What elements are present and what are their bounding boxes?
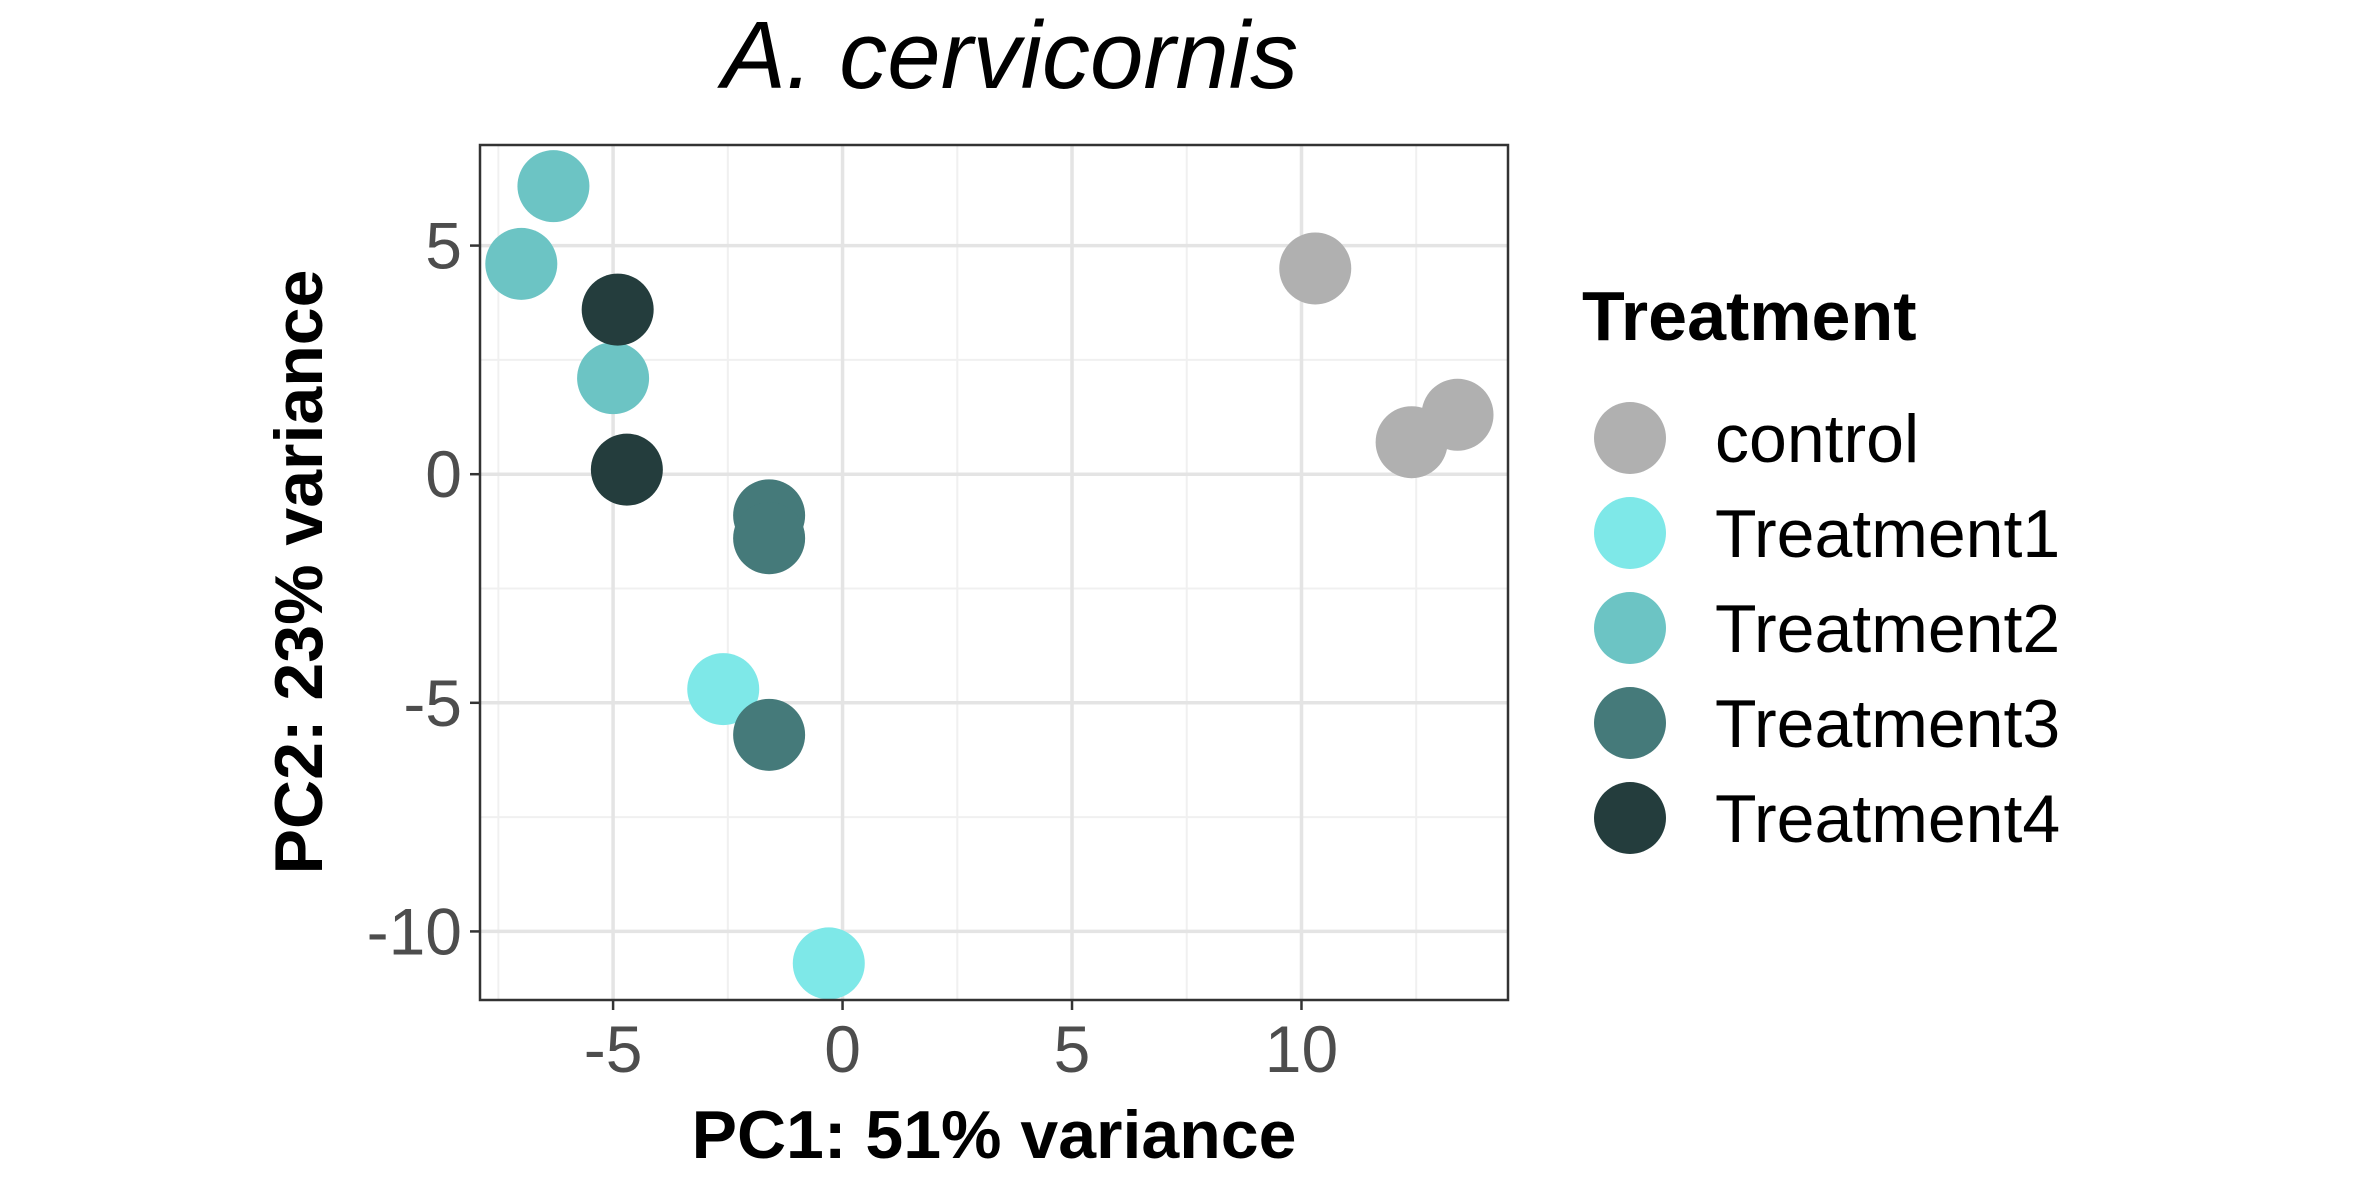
legend-key-treatment1 xyxy=(1594,497,1666,569)
plot-border xyxy=(478,143,1510,1002)
x-tick-label: 5 xyxy=(1054,1012,1091,1086)
legend-label: Treatment1 xyxy=(1715,496,2060,572)
legend-key-treatment3 xyxy=(1594,687,1666,759)
x-tick-label: 0 xyxy=(824,1012,861,1086)
y-axis-ticks: 5 0 -5 -10 xyxy=(367,209,480,968)
data-point-treatment2 xyxy=(485,227,558,300)
legend-title: Treatment xyxy=(1582,277,1917,355)
y-tick-label: 0 xyxy=(425,437,462,511)
legend-label: Treatment3 xyxy=(1715,686,2060,762)
x-axis-ticks: -5 0 5 10 xyxy=(584,1000,1338,1086)
legend-label: control xyxy=(1715,401,1919,477)
legend-label: Treatment2 xyxy=(1715,591,2060,667)
legend-label: Treatment4 xyxy=(1715,781,2060,857)
x-tick-label: -5 xyxy=(584,1012,643,1086)
y-tick-label: -10 xyxy=(367,894,462,968)
data-point-control xyxy=(1279,232,1352,305)
chart-title: A. cervicornis xyxy=(717,2,1298,109)
data-point-treatment4 xyxy=(590,433,663,506)
legend-items: control Treatment1 Treatment2 Treatment3 Tre… xyxy=(1594,401,2060,857)
data-point-treatment1 xyxy=(792,927,865,1000)
data-point-treatment2 xyxy=(577,342,650,415)
legend-key-treatment2 xyxy=(1594,592,1666,664)
plot-panel xyxy=(478,143,1510,1002)
data-point-treatment3 xyxy=(733,698,806,771)
y-tick-label: 5 xyxy=(425,209,462,283)
x-tick-label: 10 xyxy=(1265,1012,1338,1086)
x-axis-label: PC1: 51% variance xyxy=(692,1097,1297,1173)
plot-background xyxy=(480,145,1508,1000)
data-point-treatment1 xyxy=(687,653,760,726)
y-tick-label: -5 xyxy=(403,666,462,740)
data-points xyxy=(485,150,1494,1000)
y-axis-label: PC2: 23% variance xyxy=(261,270,337,875)
legend-key-treatment4 xyxy=(1594,782,1666,854)
data-point-control xyxy=(1421,378,1494,451)
data-point-treatment3 xyxy=(733,502,806,575)
data-point-treatment4 xyxy=(581,273,654,346)
legend-key-control xyxy=(1594,402,1666,474)
legend: Treatment control Treatment1 Treatment2 Tre… xyxy=(1582,277,2060,857)
data-point-treatment2 xyxy=(517,150,590,223)
